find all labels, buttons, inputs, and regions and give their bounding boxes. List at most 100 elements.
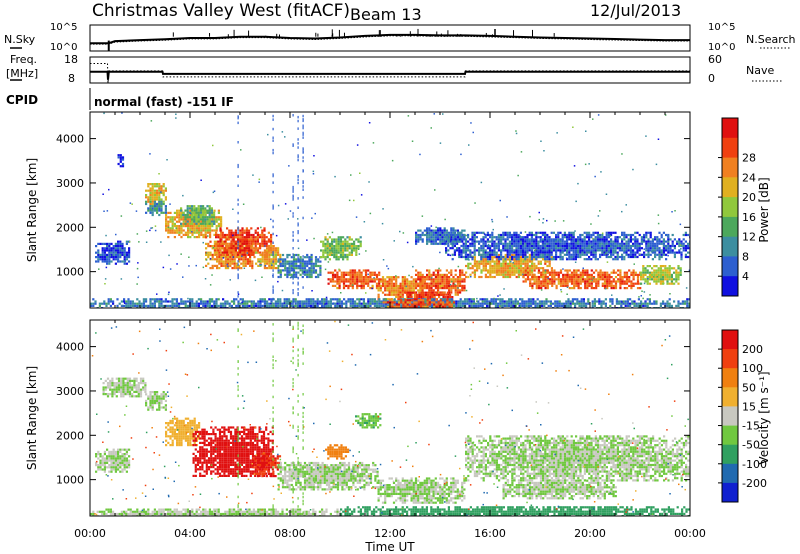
heatmap-cell [515, 251, 518, 254]
heatmap-cell [547, 300, 550, 303]
heatmap-cell [548, 238, 551, 241]
heatmap-cell [530, 304, 533, 307]
heatmap-cell [331, 242, 334, 245]
heatmap-cell [395, 300, 398, 303]
heatmap-cell [669, 249, 672, 252]
heatmap-cell [377, 287, 380, 290]
heatmap-cell [480, 231, 483, 234]
heatmap-cell [654, 244, 657, 248]
heatmap-cell [517, 233, 520, 237]
heatmap-cell [605, 242, 608, 245]
heatmap-cell [180, 222, 183, 225]
heatmap-cell [570, 242, 573, 245]
heatmap-cell [296, 302, 299, 305]
heatmap-cell [310, 258, 313, 261]
heatmap-cell [367, 300, 370, 303]
heatmap-cell [665, 240, 668, 243]
heatmap-cell [541, 304, 544, 307]
heatmap-cell [464, 302, 467, 305]
heatmap-cell [125, 253, 128, 256]
heatmap-cell [243, 251, 246, 254]
heatmap-cell [536, 302, 539, 305]
heatmap-cell [229, 253, 232, 256]
heatmap-cell [648, 273, 651, 276]
heatmap-cell [224, 302, 227, 305]
heatmap-cell [670, 280, 673, 283]
heatmap-cell [215, 229, 218, 232]
heatmap-cell [566, 282, 569, 285]
heatmap-cell [605, 240, 608, 243]
heatmap-cell [601, 271, 604, 274]
heatmap-cell [319, 264, 322, 268]
heatmap-cell [360, 287, 363, 290]
heatmap-cell [182, 216, 185, 219]
heatmap-cell [413, 293, 416, 296]
heatmap-cell [489, 249, 492, 252]
heatmap-cell [188, 222, 191, 225]
heatmap-cell [456, 233, 459, 237]
heatmap-cell [255, 262, 258, 265]
heatmap-cell [356, 278, 359, 281]
heatmap-cell [666, 282, 669, 285]
heatmap-cell [616, 258, 619, 261]
heatmap-cell [579, 240, 582, 243]
heatmap-cell [577, 238, 580, 241]
heatmap-cell [164, 211, 167, 214]
heatmap-cell [452, 238, 455, 241]
heatmap-cell [592, 242, 595, 245]
heatmap-cell [339, 247, 342, 250]
heatmap-cell [509, 262, 512, 265]
heatmap-cell [576, 298, 579, 301]
heatmap-cell [506, 258, 509, 261]
heatmap-cell [550, 249, 553, 252]
heatmap-cell [645, 231, 648, 234]
heatmap-cell [259, 298, 262, 301]
heatmap-cell [459, 278, 462, 281]
heatmap-cell [450, 278, 453, 281]
heatmap-cell [419, 233, 422, 237]
heatmap-cell [473, 275, 476, 279]
heatmap-cell [221, 242, 224, 245]
heatmap-cell [644, 280, 647, 283]
heatmap-cell [344, 238, 347, 241]
heatmap-cell [570, 238, 573, 241]
heatmap-cell [574, 242, 577, 245]
heatmap-cell [437, 233, 440, 237]
heatmap-cell [413, 296, 416, 299]
heatmap-cell [279, 269, 282, 272]
heatmap-cell [312, 269, 315, 272]
heatmap-cell [459, 276, 462, 279]
heatmap-cell [432, 291, 435, 294]
heatmap-cell [165, 218, 168, 221]
heatmap-cell [270, 267, 273, 270]
heatmap-cell [506, 231, 509, 234]
heatmap-cell [660, 255, 663, 259]
heatmap-cell [211, 218, 214, 221]
heatmap-cell [555, 258, 558, 261]
heatmap-cell [601, 242, 604, 245]
heatmap-cell [252, 253, 255, 256]
heatmap-cell [217, 304, 220, 307]
heatmap-cell [572, 249, 575, 252]
heatmap-cell [401, 284, 404, 288]
heatmap-cell [566, 278, 569, 281]
heatmap-cell [555, 251, 558, 254]
heatmap-cell [429, 293, 432, 296]
heatmap-cell [579, 271, 582, 274]
heatmap-cell [502, 236, 505, 239]
heatmap-cell [585, 236, 588, 239]
heatmap-cell [473, 258, 476, 261]
heatmap-cell [482, 231, 485, 234]
heatmap-cell [604, 304, 607, 307]
heatmap-cell [346, 258, 349, 261]
heatmap-cell [500, 238, 503, 241]
heatmap-cell [618, 302, 621, 305]
heatmap-cell [206, 227, 209, 230]
heatmap-cell [270, 249, 273, 252]
heatmap-cell [489, 267, 492, 270]
heatmap-cell [195, 304, 198, 307]
heatmap-cell [469, 273, 472, 276]
heatmap-cell [493, 253, 496, 256]
heatmap-cell [615, 302, 618, 305]
heatmap-cell [378, 278, 381, 281]
